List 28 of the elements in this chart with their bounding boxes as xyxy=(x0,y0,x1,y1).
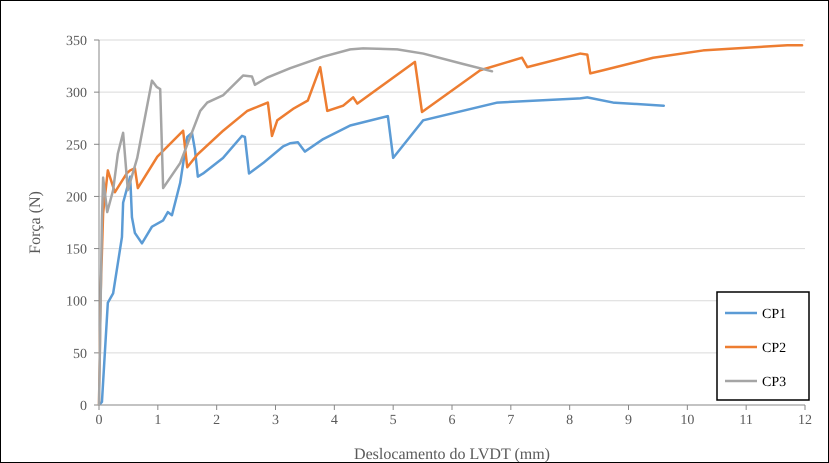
x-tick-label: 10 xyxy=(680,413,694,428)
y-tick-label: 150 xyxy=(66,242,87,258)
x-tick-label: 0 xyxy=(96,413,102,428)
legend-label: CP3 xyxy=(762,375,786,390)
x-tick-label: 5 xyxy=(390,413,397,428)
y-tick-label: 300 xyxy=(66,86,87,102)
x-tick-label: 4 xyxy=(330,413,338,428)
line-series xyxy=(98,47,494,406)
x-tick-label: 6 xyxy=(448,413,456,428)
y-tick-label: 0 xyxy=(80,399,87,414)
x-tick-label: 2 xyxy=(213,413,220,428)
x-tick-label: 8 xyxy=(566,413,574,428)
y-tick-label: 200 xyxy=(66,190,87,206)
y-tick-label: 100 xyxy=(66,294,87,310)
x-tick-label: 1 xyxy=(154,413,162,428)
y-tick-label: 50 xyxy=(73,346,87,362)
y-axis-title: Força (N) xyxy=(27,191,44,254)
x-tick-label: 12 xyxy=(798,413,812,428)
legend-label: CP2 xyxy=(762,341,786,356)
x-tick-label: 11 xyxy=(739,413,753,428)
x-tick-label: 3 xyxy=(272,413,279,428)
x-tick-label: 9 xyxy=(625,413,632,428)
line-series xyxy=(98,96,666,406)
legend-label: CP1 xyxy=(762,307,786,322)
x-tick-label: 7 xyxy=(507,413,514,428)
x-axis-title: Deslocamento do LVDT (mm) xyxy=(354,446,550,463)
y-tick-label: 250 xyxy=(66,138,87,154)
y-tick-label: 350 xyxy=(66,34,87,49)
